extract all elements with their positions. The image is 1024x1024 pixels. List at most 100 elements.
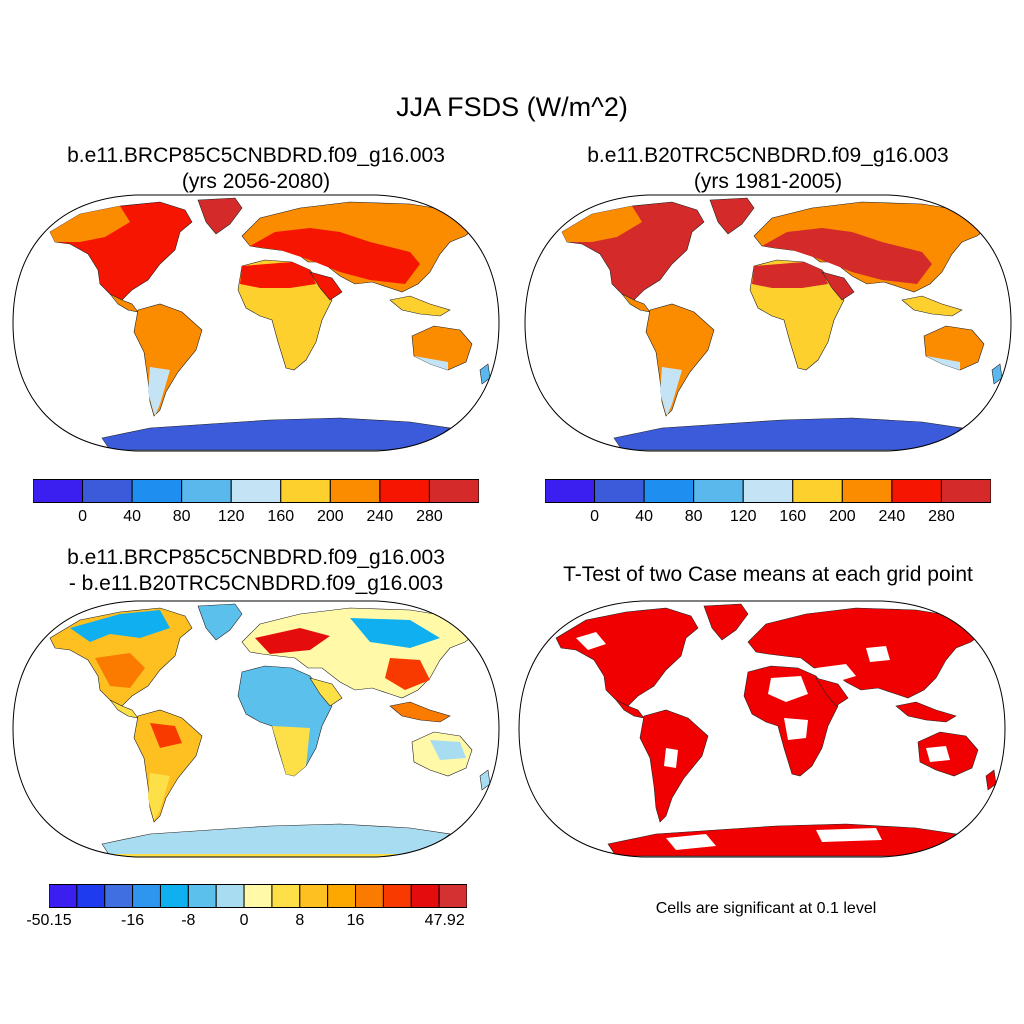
map-border	[524, 194, 1012, 452]
australia-south	[414, 356, 448, 370]
colorbar-future-swatch-2	[131, 479, 183, 503]
map-ttest	[518, 600, 1006, 858]
panel-title-difference: b.e11.BRCP85C5CNBDRD.f09_g16.003 - b.e11…	[6, 545, 506, 597]
colorbar-difference-swatch-14	[438, 884, 467, 908]
map-border	[518, 600, 1006, 858]
map-border	[12, 600, 500, 858]
colorbar-future-swatch-3	[181, 479, 232, 503]
colorbar-future-swatch-8	[428, 479, 479, 503]
southern-africa	[272, 726, 310, 776]
colorbar-difference-swatch-9	[299, 884, 329, 908]
panel-title-future: b.e11.BRCP85C5CNBDRD.f09_g16.003 (yrs 20…	[6, 143, 506, 195]
colorbar-difference-swatch-12	[382, 884, 412, 908]
colorbar-difference-labels: -50.15 -16 -8 0 8 16 47.92	[26, 912, 467, 932]
arabia	[309, 677, 343, 707]
south-america-south	[148, 773, 170, 820]
colorbar-future-label-2: 80	[172, 508, 191, 525]
colorbar-future-swatch-0	[33, 479, 84, 503]
map-difference	[12, 600, 500, 858]
significant-greenland	[703, 603, 749, 641]
north-america-north	[70, 610, 170, 642]
colorbar-future	[33, 479, 479, 503]
maritime-continent	[901, 295, 963, 317]
nonsignificant-patch-1	[784, 718, 808, 740]
siberia	[350, 618, 440, 648]
colorbar-difference-swatch-3	[132, 884, 161, 908]
colorbar-historical-label-4: 160	[779, 508, 807, 525]
colorbar-future-swatch-6	[329, 479, 381, 503]
nonsignificant-patch-7	[666, 834, 716, 850]
colorbar-future-label-1: 40	[123, 508, 142, 525]
antarctica-edge	[110, 854, 422, 857]
north-america-north	[562, 206, 642, 242]
eurasia-south	[762, 228, 932, 284]
nonsignificant-patch-2	[816, 664, 856, 682]
colorbar-future-swatch-5	[280, 479, 331, 503]
colorbar-difference	[49, 884, 467, 908]
panel-title-difference-line1: b.e11.BRCP85C5CNBDRD.f09_g16.003	[67, 546, 445, 569]
colorbar-difference-swatch-1	[76, 884, 106, 908]
sahara	[752, 262, 828, 288]
colorbar-historical-swatch-6	[841, 479, 893, 503]
colorbar-difference-swatch-7	[243, 884, 273, 908]
colorbar-historical-swatch-5	[792, 479, 843, 503]
colorbar-difference-swatch-11	[355, 884, 384, 908]
panel-title-ttest: T-Test of two Case means at each grid po…	[518, 562, 1018, 588]
panel-title-historical: b.e11.B20TRC5CNBDRD.f09_g16.003 (yrs 198…	[518, 143, 1018, 195]
australia-south	[926, 356, 960, 370]
colorbar-difference-swatch-8	[271, 884, 301, 908]
colorbar-historical-label-7: 280	[928, 508, 955, 525]
greenland	[709, 197, 755, 235]
panel-title-historical-line2: (yrs 1981-2005)	[693, 170, 843, 193]
nonsignificant-patch-5	[926, 746, 950, 762]
colorbar-historical-label-0: 0	[590, 508, 599, 525]
significant-arabia	[815, 677, 849, 707]
colorbar-difference-label-4: 8	[295, 912, 305, 929]
colorbar-historical-labels: 0 40 80 120 160 200 240 280	[545, 508, 991, 528]
colorbar-historical-swatch-3	[693, 479, 744, 503]
map-future	[12, 194, 500, 452]
colorbar-future-label-4: 160	[267, 508, 295, 525]
greenland	[197, 603, 243, 641]
colorbar-future-swatch-7	[379, 479, 430, 503]
greenland	[197, 197, 243, 235]
colorbar-future-label-0: 0	[78, 508, 87, 525]
colorbar-future-label-3: 120	[217, 508, 245, 525]
nonsignificant-patch-8	[816, 828, 882, 842]
arabia	[821, 271, 855, 301]
colorbar-difference-label-6: 47.92	[424, 912, 465, 929]
colorbar-future-label-6: 240	[366, 508, 394, 525]
panel-title-difference-line2: - b.e11.B20TRC5CNBDRD.f09_g16.003	[68, 572, 444, 595]
map-border	[12, 194, 500, 452]
arabia	[309, 271, 343, 301]
colorbar-difference-label-0: -50.15	[26, 912, 72, 929]
europe	[255, 628, 330, 654]
eurasia-south	[250, 228, 420, 284]
colorbar-historical-label-2: 80	[684, 508, 703, 525]
nonsignificant-patch-4	[576, 632, 606, 650]
colorbar-future-label-7: 280	[416, 508, 443, 525]
colorbar-difference-label-3: 0	[239, 912, 249, 929]
colorbar-historical-swatch-0	[545, 479, 596, 503]
colorbar-future-labels: 0 40 80 120 160 200 240 280	[33, 508, 479, 528]
colorbar-historical	[545, 479, 991, 503]
panel-title-historical-line1: b.e11.B20TRC5CNBDRD.f09_g16.003	[587, 144, 949, 167]
colorbar-historical-swatch-1	[594, 479, 645, 503]
colorbar-difference-swatch-5	[187, 884, 217, 908]
colorbar-difference-swatch-2	[104, 884, 134, 908]
significant-northAmerica	[555, 607, 699, 707]
colorbar-historical-label-5: 200	[828, 508, 856, 525]
north-america-east	[95, 653, 145, 688]
colorbar-historical-label-3: 120	[729, 508, 757, 525]
colorbar-difference-label-5: 16	[346, 912, 365, 929]
nonsignificant-patch-0	[768, 676, 808, 702]
colorbar-difference-swatch-4	[159, 884, 189, 908]
colorbar-difference-swatch-10	[327, 884, 357, 908]
colorbar-difference-label-1: -16	[121, 912, 145, 929]
patagonia	[150, 397, 160, 416]
antarctica	[613, 417, 963, 451]
sahara	[240, 262, 316, 288]
figure-title: JJA FSDS (W/m^2)	[396, 92, 628, 122]
significant-europeAsia	[747, 607, 985, 699]
significance-note: Cells are significant at 0.1 level	[655, 900, 877, 917]
